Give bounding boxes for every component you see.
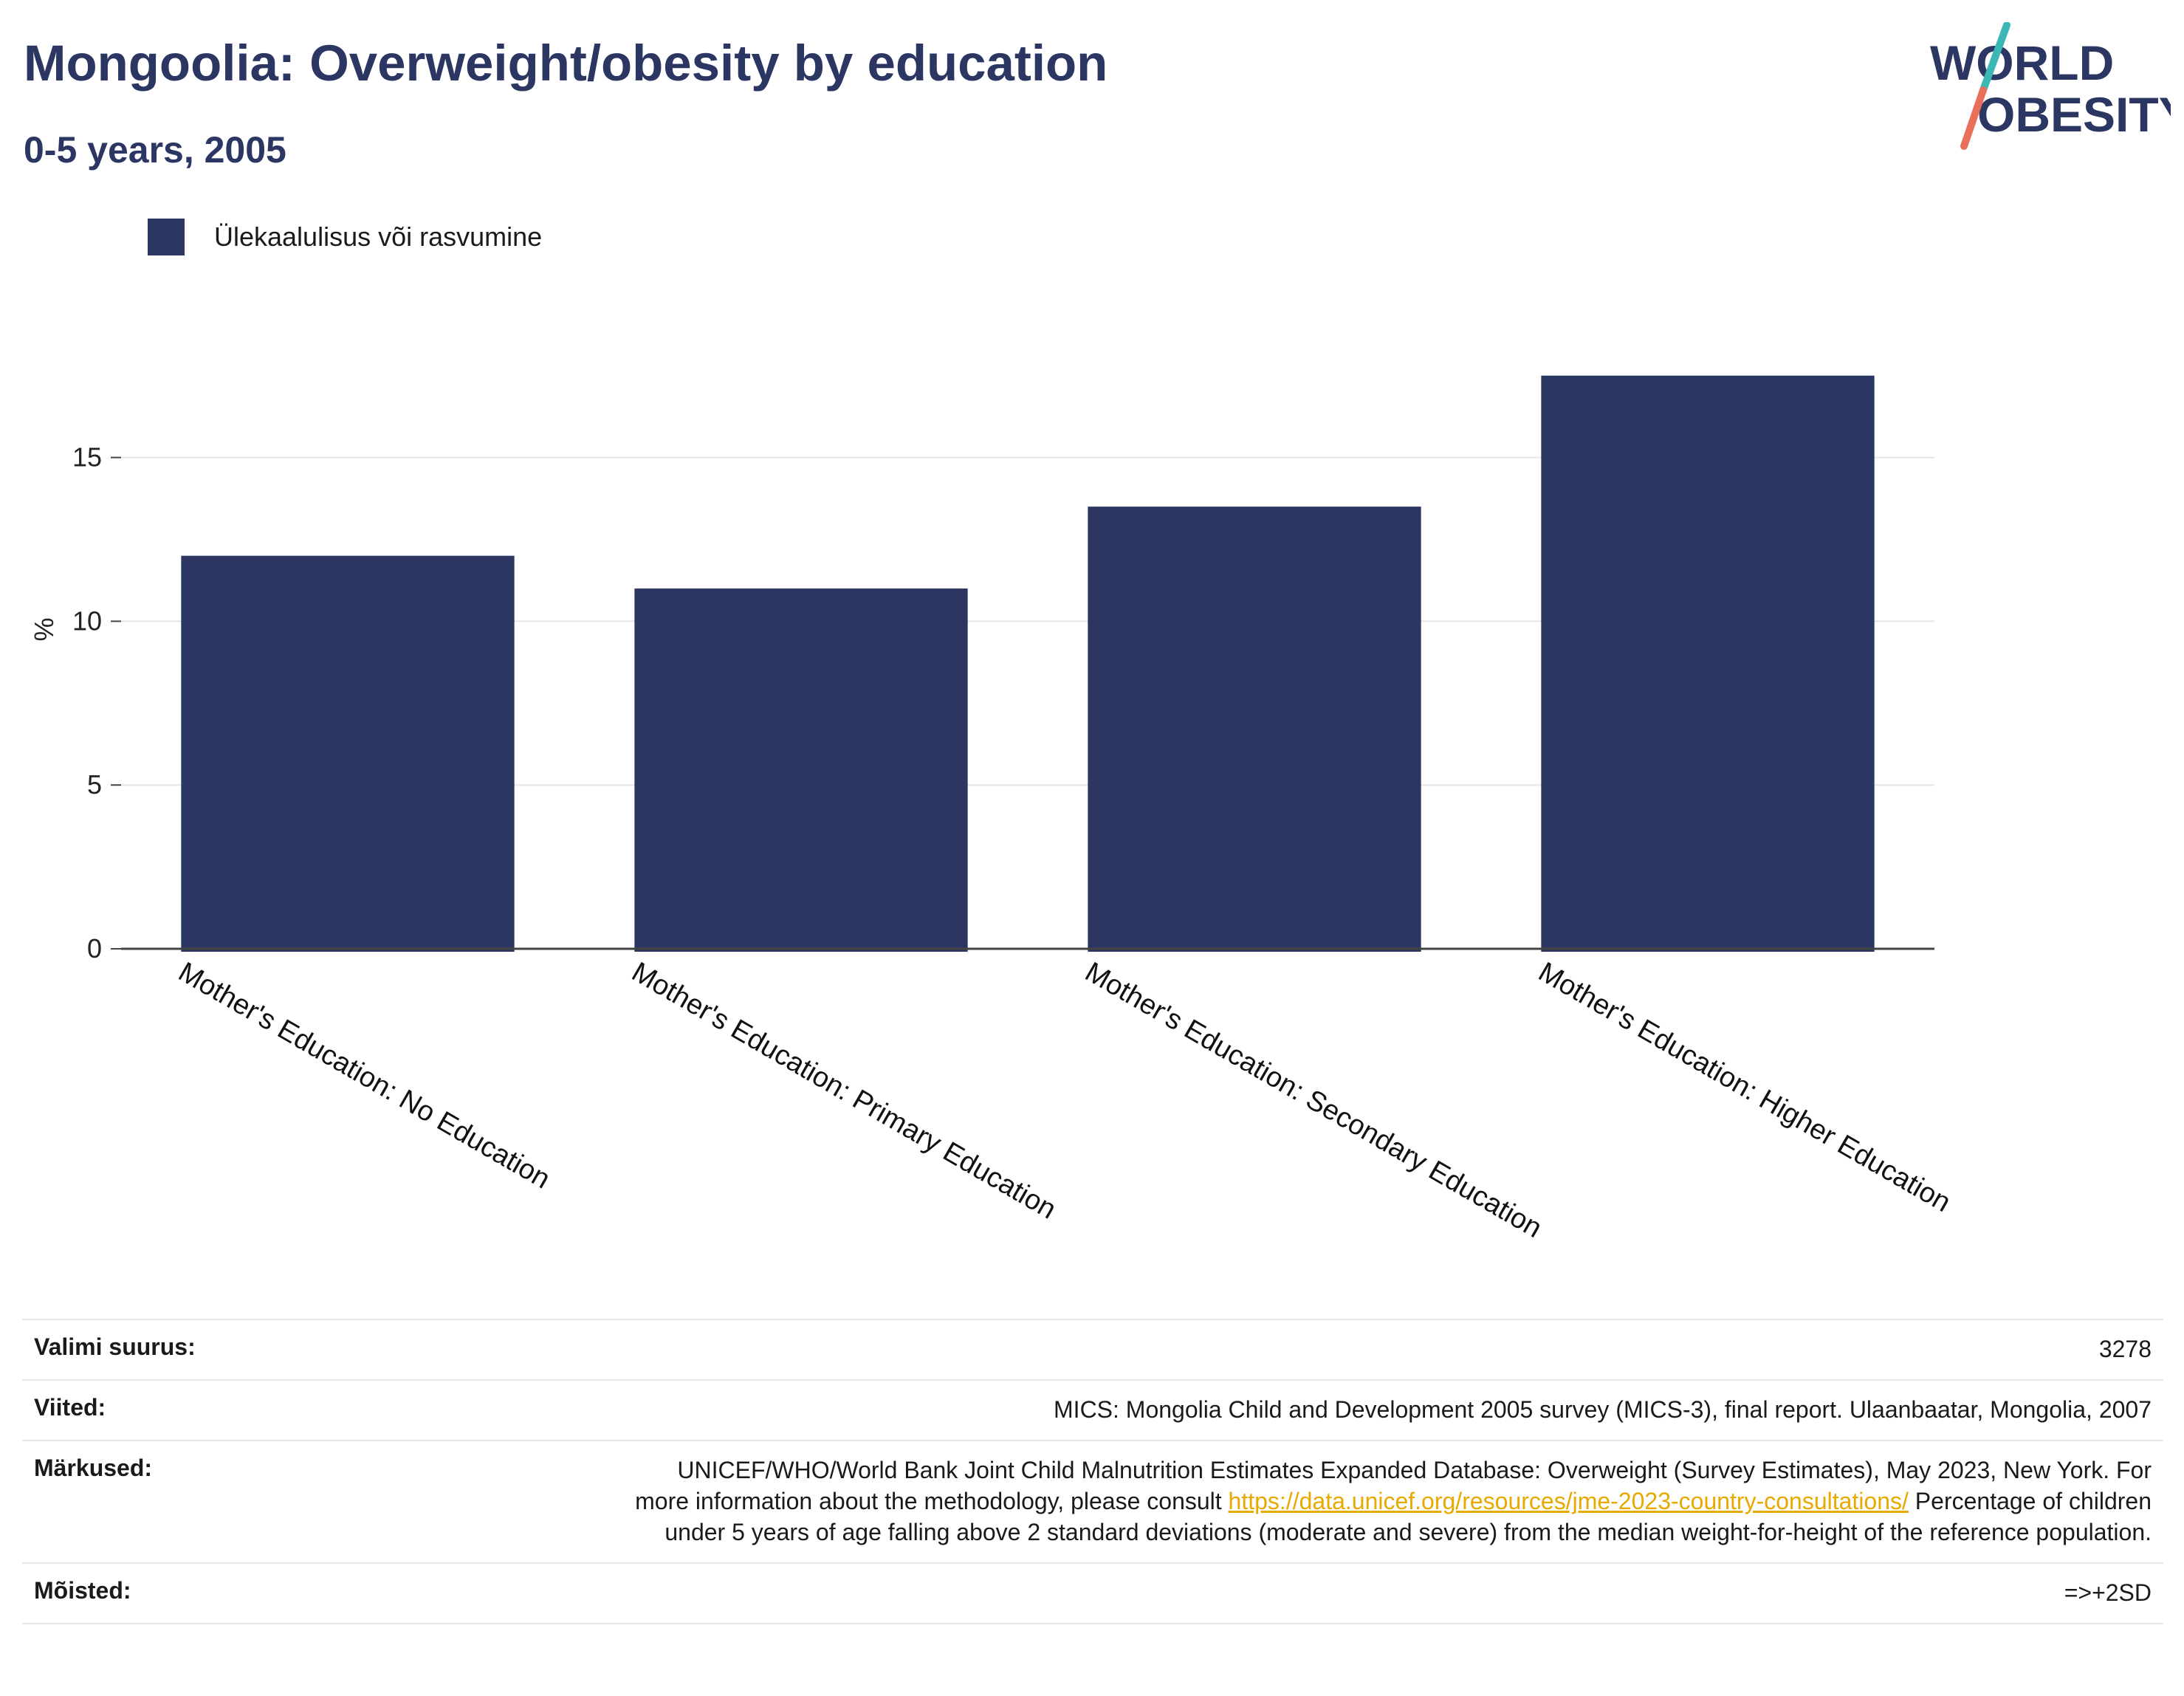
note-key: Mõisted: [34,1577,131,1604]
x-tick-label: Mother's Education: Higher Education [1534,956,1956,1218]
world-obesity-logo: WORLD OBESITY [1930,22,2171,150]
bar [634,588,968,952]
y-axis-label: % [29,617,59,641]
note-value: 3278 [2098,1336,2152,1362]
note-value: =>+2SD [2064,1579,2152,1606]
x-tick-label: Mother's Education: Secondary Education [1080,956,1548,1244]
y-tick-label: 15 [72,442,102,473]
legend-label: Ülekaalulisus või rasvumine [214,222,543,252]
bar [1541,375,1875,952]
y-tick-label: 5 [87,769,102,800]
note-key: Viited: [34,1394,106,1421]
logo-word-obesity: OBESITY [1977,87,2171,142]
note-text: Percentage of children under 5 years of … [665,1488,2152,1545]
x-tick-label: Mother's Education: No Education [174,956,556,1195]
note-row-sample-size: Valimi suurus: 3278 [22,1319,2163,1379]
note-value: UNICEF/WHO/World Bank Joint Child Malnut… [623,1455,2152,1548]
page-subtitle: 0-5 years, 2005 [24,129,286,171]
page-title: Mongoolia: Overweight/obesity by educati… [24,35,1108,92]
note-text: UNICEF/WHO/World Bank Joint Child Malnut… [635,1457,2152,1514]
x-tick-label: Mother's Education: Primary Education [627,956,1062,1225]
note-value: MICS: Mongolia Child and Development 200… [1054,1396,2152,1423]
note-key: Märkused: [34,1455,153,1481]
bars [181,375,1875,952]
notes-table: Valimi suurus: 3278 Viited: MICS: Mongol… [22,1319,2163,1624]
bar-chart: 0 5 10 15% Mother's Education: No Education M… [29,375,1956,1244]
note-row-definitions: Mõisted: =>+2SD [22,1562,2163,1624]
methodology-link[interactable]: https://data.unicef.org/resources/jme-20… [1228,1488,1909,1514]
chart-legend: Ülekaalulisus või rasvumine [148,219,542,255]
y-tick-label: 0 [87,933,102,964]
note-key: Valimi suurus: [34,1333,196,1360]
logo-word-world: WORLD [1930,35,2114,90]
logo-accent-teal [1979,22,2010,94]
note-row-remarks: Märkused: UNICEF/WHO/World Bank Joint Ch… [22,1440,2163,1562]
bar [1088,507,1421,952]
note-row-references: Viited: MICS: Mongolia Child and Develop… [22,1379,2163,1440]
y-tick-label: 10 [72,605,102,636]
logo-accent-coral [1960,86,1987,150]
legend-swatch [148,219,185,255]
bar [181,555,515,952]
